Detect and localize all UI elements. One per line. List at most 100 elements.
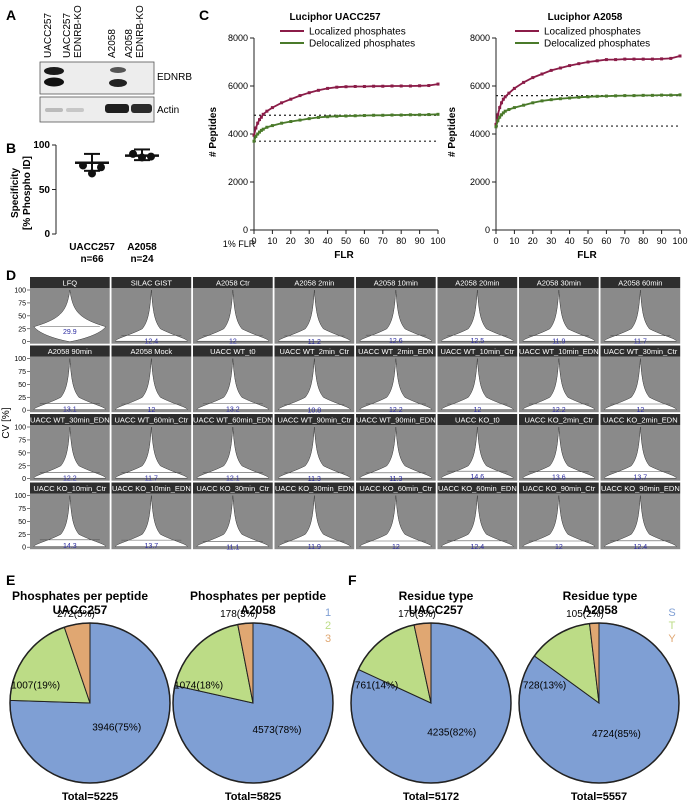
pie-subtitle: UACC257 [409, 603, 464, 617]
band [44, 67, 64, 75]
series-marker [256, 132, 260, 136]
group-label: A2058 [127, 242, 157, 253]
facet-label: UACC WT_10min_Ctr [440, 347, 514, 356]
facet-label: UACC KO_10min_EDN [112, 484, 191, 493]
x-tick-label: 80 [396, 236, 406, 246]
blot-ednrb [39, 61, 155, 95]
pie-title: Residue type [399, 589, 474, 603]
cv-median-label: 12.6 [389, 338, 403, 345]
series-marker [258, 118, 262, 122]
series-marker [678, 93, 682, 97]
series-marker [390, 84, 394, 88]
series-marker [549, 98, 553, 102]
x-tick-label: 70 [378, 236, 388, 246]
pie-subtitle: UACC257 [53, 603, 108, 617]
series-marker [381, 84, 385, 88]
band [45, 108, 63, 112]
series-marker [252, 133, 256, 137]
x-tick-label: 0 [251, 236, 256, 246]
legend-label: Delocalized phosphates [544, 39, 650, 50]
y-tick-label: 4000 [470, 129, 490, 139]
series-marker [256, 121, 260, 125]
x-tick-label: 40 [565, 236, 575, 246]
y-tick-label: 25 [18, 326, 26, 333]
series-marker [595, 94, 599, 98]
facet-label: UACC WT_2min_Ctr [280, 347, 350, 356]
y-tick-label: 75 [18, 300, 26, 307]
series-marker [669, 93, 673, 97]
band-label-actin: Actin [157, 105, 179, 116]
y-tick-label: 0 [22, 408, 26, 415]
legend-label: Localized phosphates [544, 27, 641, 38]
series-marker [568, 64, 572, 68]
series-marker [270, 124, 274, 128]
facet-label: UACC KO_60min_Ctr [359, 484, 432, 493]
series-marker [326, 86, 330, 90]
violin [278, 426, 351, 479]
cv-median-label: 12 [636, 407, 644, 414]
y-tick-label: 50 [18, 382, 26, 389]
series-marker [270, 106, 274, 110]
series-marker [507, 108, 511, 112]
cv-median-label: 13.7 [634, 475, 648, 482]
facet-label: UACC WT_60min_Ctr [114, 416, 188, 425]
x-tick-label: 80 [638, 236, 648, 246]
series-marker [280, 121, 284, 125]
series-marker [531, 76, 535, 80]
slice-label: 176(3%) [398, 609, 436, 620]
series-marker [614, 58, 618, 62]
cv-median-label: 10.8 [308, 408, 322, 415]
panel-letter-c: C [199, 7, 209, 23]
y-axis-label: Specificity [10, 168, 21, 218]
violin [441, 495, 514, 547]
facet-label: A2058 30min [537, 279, 581, 288]
series-marker [326, 115, 330, 119]
series-marker [408, 84, 412, 88]
lane-label: EDNRB-KO [73, 5, 84, 58]
cv-median-label: 12.2 [63, 475, 77, 482]
y-axis-label: [% Phospho ID] [22, 156, 33, 230]
pie-total: Total=5557 [571, 791, 627, 803]
series-marker [316, 88, 320, 92]
y-tick-label: 50 [18, 313, 26, 320]
series-marker [558, 97, 562, 101]
y-tick-label: 75 [18, 437, 26, 444]
facet-label: UACC KO_90min_EDN [601, 484, 680, 493]
series-marker [512, 106, 516, 110]
series-marker [522, 80, 526, 84]
facet-header [600, 277, 681, 288]
x-tick-label: 50 [341, 236, 351, 246]
band [105, 104, 129, 113]
y-tick-label: 50 [39, 185, 51, 196]
series-marker [496, 113, 500, 117]
violin [522, 358, 596, 410]
facet-header [437, 414, 518, 425]
legend-label: Delocalized phosphates [309, 39, 415, 50]
series-marker [316, 115, 320, 119]
series-marker [549, 68, 553, 72]
violin [196, 426, 270, 479]
facet-header [437, 482, 518, 494]
series-marker [641, 57, 645, 61]
pie-total: Total=5825 [225, 791, 281, 803]
y-tick-label: 50 [18, 450, 26, 457]
luciphor-a2058-chart: 0 2000 4000 6000 8000 0 10 20 30 40 50 60 70 80 90 100 L… [470, 27, 688, 247]
series-marker [512, 86, 516, 90]
legend-label: 2 [325, 620, 331, 632]
group-n: n=66 [80, 254, 104, 265]
facet-header [274, 414, 355, 425]
facet-label: UACC WT_90min_EDN [356, 416, 436, 425]
slice-label: 1074(18%) [174, 681, 223, 692]
y-tick-label: 8000 [228, 33, 248, 43]
cv-median-label: 12 [392, 544, 400, 551]
lane-label: A2058 [107, 29, 118, 58]
cv-median-label: 12.4 [634, 544, 648, 551]
chart-title: Luciphor UACC257 [289, 12, 381, 23]
facet-label: UACC WT_10min_EDN [519, 347, 599, 356]
x-tick-label: 60 [359, 236, 369, 246]
series-marker [362, 84, 366, 88]
facet-label: UACC WT_60min_EDN [193, 416, 273, 425]
series-marker [531, 101, 535, 105]
facet-label: A2058 90min [48, 347, 92, 356]
facet-label: A2058 60min [618, 279, 662, 288]
